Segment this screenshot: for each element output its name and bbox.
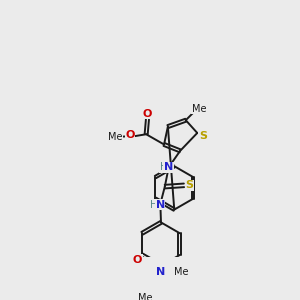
Text: Me: Me xyxy=(138,292,152,300)
Text: H: H xyxy=(160,163,167,172)
Text: S: S xyxy=(186,180,194,190)
Text: N: N xyxy=(164,163,173,172)
Text: S: S xyxy=(199,131,207,141)
Text: O: O xyxy=(133,255,142,265)
Text: Me: Me xyxy=(108,132,122,142)
Text: O: O xyxy=(143,109,152,119)
Text: Me: Me xyxy=(192,104,206,114)
Text: N: N xyxy=(156,200,165,209)
Text: H: H xyxy=(150,200,158,209)
Text: N: N xyxy=(156,267,166,277)
Text: Me: Me xyxy=(174,267,188,277)
Text: O: O xyxy=(125,130,134,140)
